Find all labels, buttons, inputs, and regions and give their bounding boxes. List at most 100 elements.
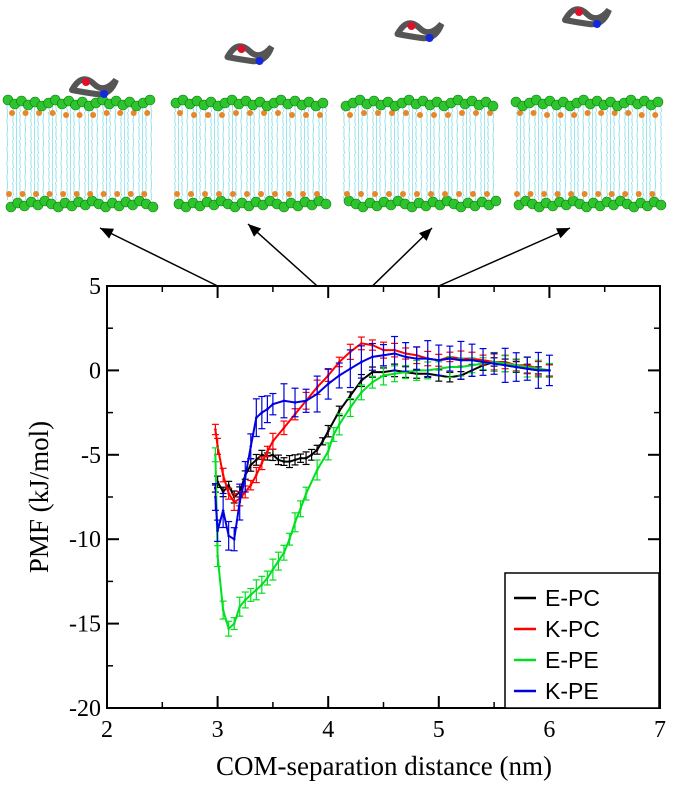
membrane-snapshot xyxy=(510,6,667,213)
phosphate-bead xyxy=(76,112,83,118)
lipid-tails xyxy=(342,105,497,200)
x-tick-label: 5 xyxy=(433,717,445,743)
snapshot-arrow-line xyxy=(438,227,571,287)
phosphate-bead xyxy=(63,112,70,118)
snapshot-arrow-head xyxy=(248,224,262,237)
data-point xyxy=(238,500,242,504)
phosphate-bead xyxy=(358,191,364,197)
series-line xyxy=(214,360,550,499)
data-point xyxy=(271,568,275,571)
phosphate-bead xyxy=(188,191,194,197)
phosphate-bead xyxy=(347,112,353,118)
phosphate-bead xyxy=(247,110,253,116)
data-point xyxy=(293,458,297,462)
data-point xyxy=(459,358,463,362)
data-point xyxy=(437,358,441,362)
phosphate-bead xyxy=(289,112,295,118)
phosphate-bead xyxy=(174,191,180,197)
phosphate-bead xyxy=(117,110,124,116)
data-point xyxy=(271,453,275,457)
phosphate-bead xyxy=(417,112,423,118)
data-point xyxy=(282,399,286,403)
data-point xyxy=(243,598,247,602)
data-point xyxy=(393,352,396,355)
data-point xyxy=(525,367,529,371)
phosphate-bead xyxy=(361,110,367,116)
data-point xyxy=(349,406,352,409)
phosphate-bead xyxy=(652,112,659,118)
phosphate-bead xyxy=(442,191,448,197)
data-point xyxy=(260,583,264,587)
peptide-acidic-residue xyxy=(82,78,90,86)
headgroup-bead xyxy=(652,96,664,108)
phosphate-bead xyxy=(230,191,236,197)
phosphate-bead xyxy=(568,191,575,197)
legend-entry: K-PE xyxy=(545,678,599,704)
headgroup-bead xyxy=(147,201,159,213)
peptide xyxy=(69,76,119,98)
peptide-acidic-residue xyxy=(407,22,416,30)
data-point xyxy=(349,394,352,398)
phosphate-bead xyxy=(557,112,564,118)
phosphate-bead xyxy=(9,110,15,116)
data-point xyxy=(371,370,374,374)
data-point xyxy=(360,342,363,345)
data-point xyxy=(548,369,551,372)
data-point xyxy=(310,453,313,457)
phosphate-bead xyxy=(103,110,110,116)
phosphate-bead xyxy=(6,191,12,197)
data-point xyxy=(360,360,363,364)
phosphate-bead xyxy=(375,110,381,116)
data-point xyxy=(337,374,341,377)
data-point xyxy=(360,379,363,382)
phosphate-bead xyxy=(541,191,548,197)
phosphate-bead xyxy=(46,191,53,197)
headgroup-bead xyxy=(320,198,332,210)
legend-entry: E-PC xyxy=(545,585,600,611)
phosphate-bead xyxy=(389,110,395,116)
data-point xyxy=(404,355,407,359)
membrane-snapshot xyxy=(2,76,159,213)
x-tick-label: 4 xyxy=(322,717,334,743)
data-point xyxy=(227,534,230,538)
phosphate-bead xyxy=(431,112,437,118)
phosphate-bead xyxy=(598,110,605,116)
data-point xyxy=(227,627,230,630)
phosphate-bead xyxy=(344,191,350,197)
lipid-tails xyxy=(172,105,327,200)
data-point xyxy=(255,458,258,462)
legend-entry: K-PC xyxy=(545,616,600,642)
data-point xyxy=(288,460,291,463)
y-tick-labels: 5 0 -5 -10 -15 -20 xyxy=(69,274,101,722)
data-point xyxy=(255,473,258,477)
data-point xyxy=(282,426,286,430)
peptide-backbone xyxy=(394,20,445,42)
data-point xyxy=(326,450,330,453)
phosphate-bead xyxy=(386,191,392,197)
phosphate-bead xyxy=(571,112,578,118)
data-point xyxy=(249,445,253,448)
phosphate-bead xyxy=(60,191,67,197)
phosphate-bead xyxy=(473,110,479,116)
phosphate-bead xyxy=(90,112,97,118)
x-tick-label: 7 xyxy=(654,717,666,743)
phosphate-bead xyxy=(73,191,80,197)
snapshot-arrow-line xyxy=(247,223,318,287)
data-point xyxy=(216,529,219,533)
phosphate-bead xyxy=(286,191,292,197)
data-point xyxy=(299,456,302,460)
phosphate-bead xyxy=(635,191,642,197)
phosphate-bead xyxy=(514,191,520,197)
peptide-backbone xyxy=(69,76,119,98)
data-point xyxy=(255,416,258,419)
legend-box xyxy=(504,572,660,709)
peptide xyxy=(224,43,275,65)
headgroup-bead xyxy=(655,199,667,211)
data-point xyxy=(214,428,217,431)
data-point xyxy=(503,364,507,367)
phosphate-bead xyxy=(459,110,465,116)
peptide-backbone xyxy=(224,43,275,65)
x-tick-labels: 2 3 4 5 6 7 xyxy=(101,717,666,743)
phosphate-bead xyxy=(484,191,490,197)
data-point xyxy=(216,445,219,448)
